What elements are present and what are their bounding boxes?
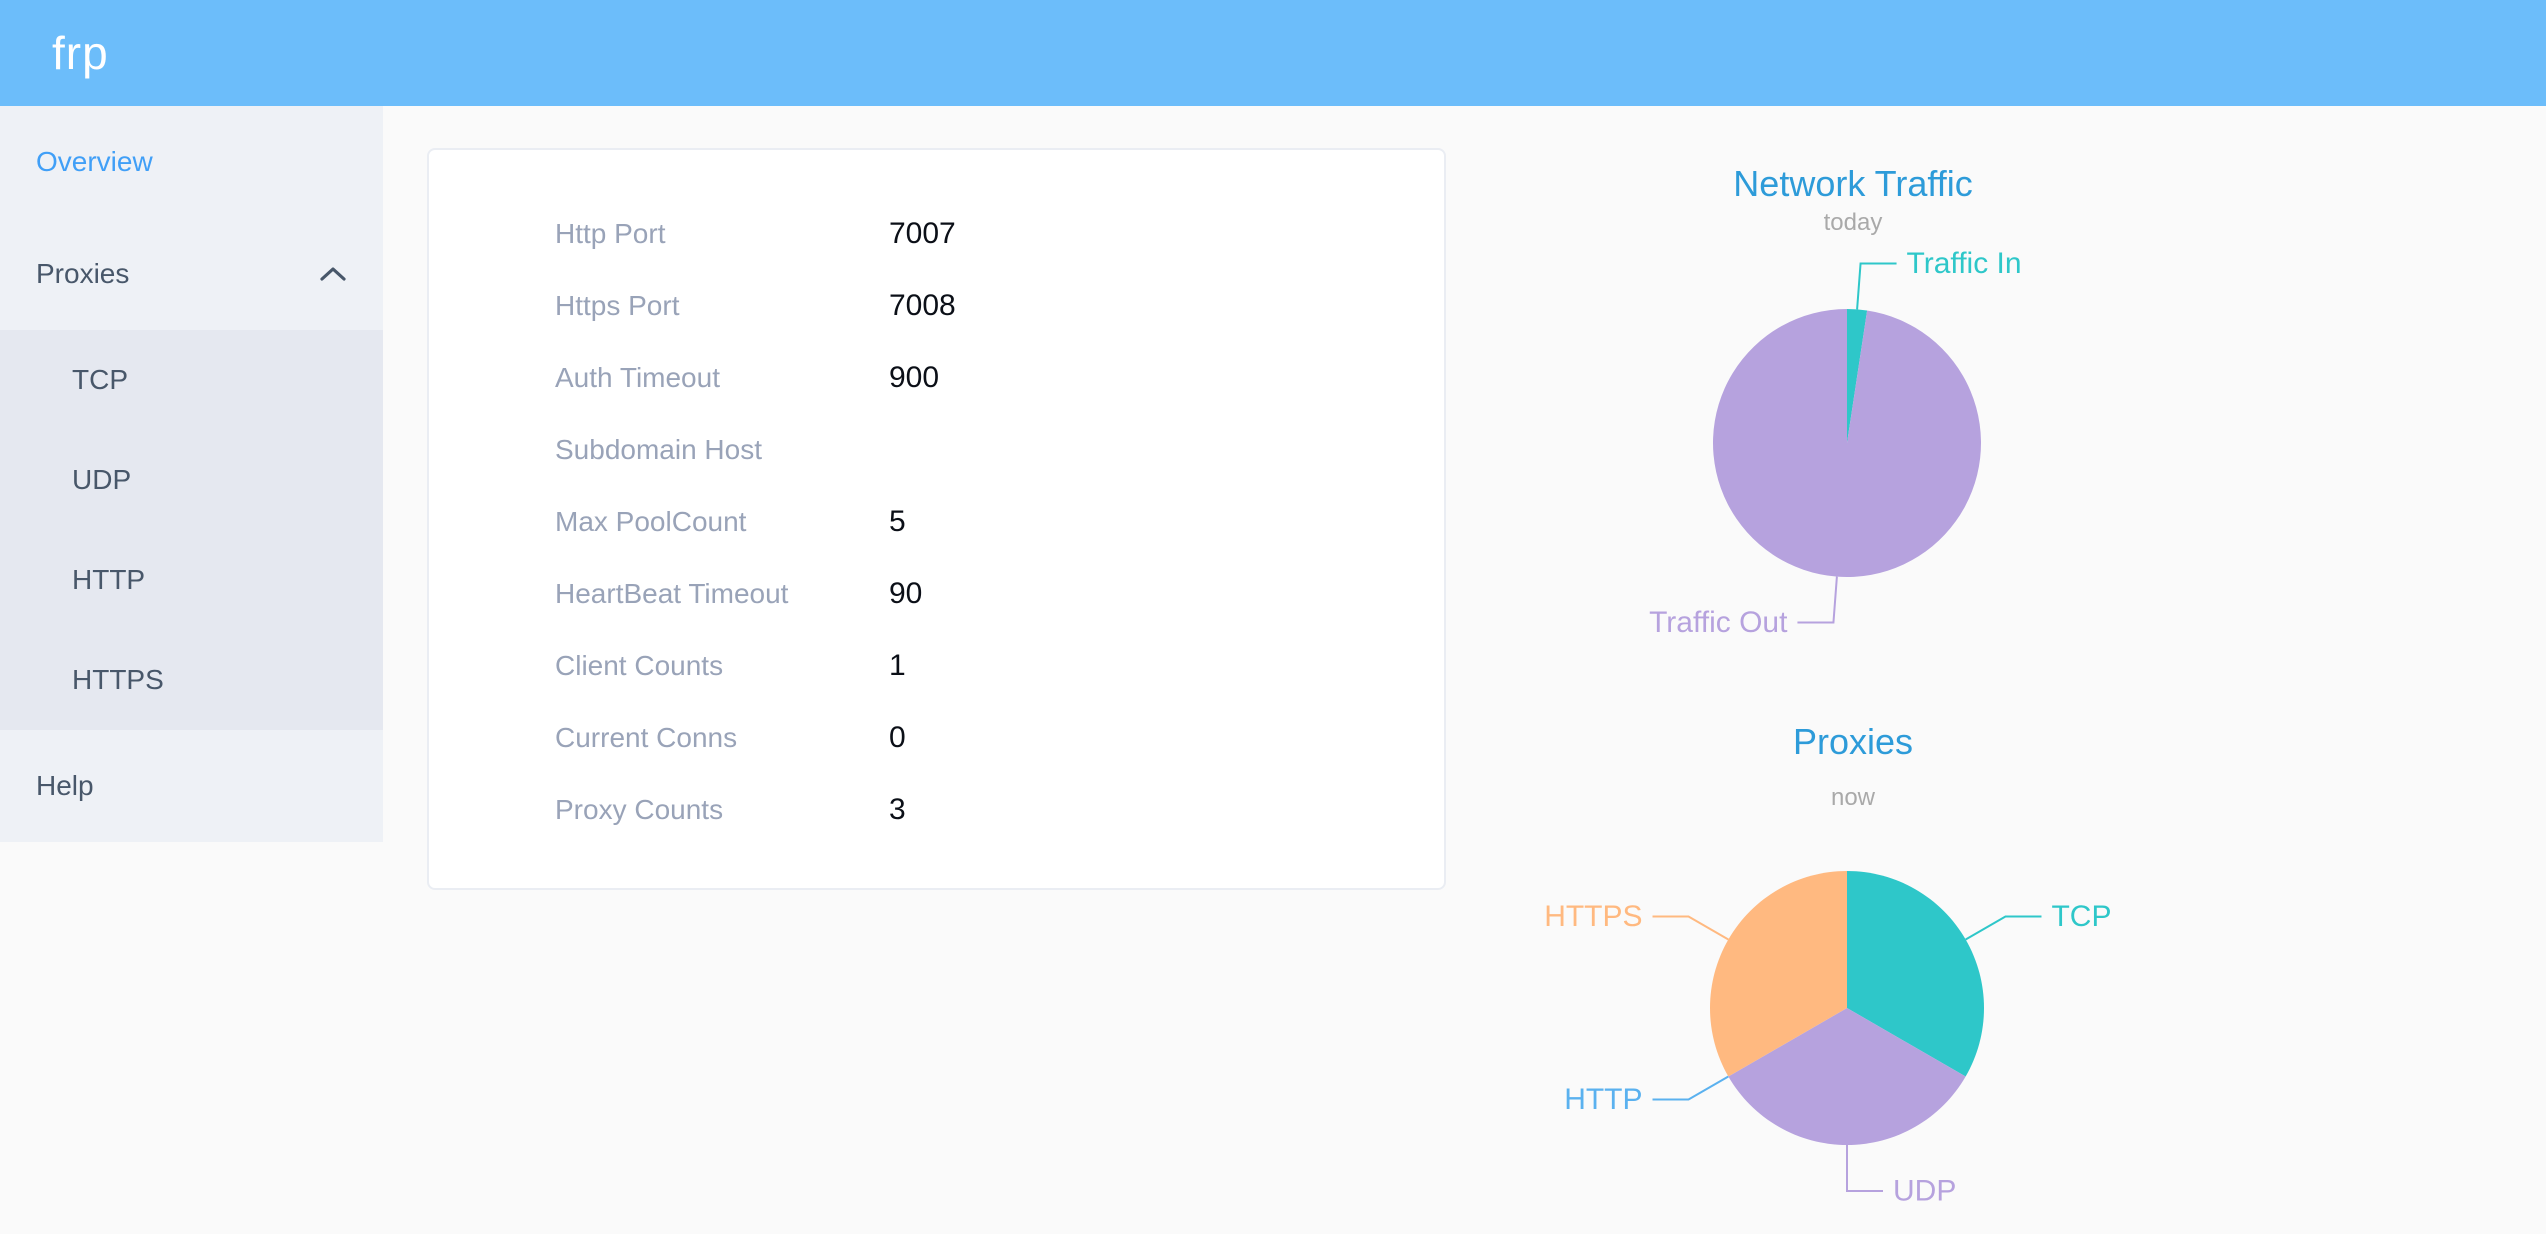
config-value: 900 <box>889 361 940 394</box>
config-label: Current Conns <box>555 722 738 753</box>
pie-slice-traffic-in[interactable] <box>1847 309 1868 443</box>
network-traffic-chart: Traffic In Traffic Out <box>1649 247 2022 639</box>
pie-label-line <box>1846 1145 1883 1192</box>
pie-slice-tcp[interactable] <box>1847 871 1984 1077</box>
config-value: 7008 <box>889 289 956 322</box>
config-row: Current Conns 0 <box>429 702 1444 774</box>
sidebar-subitem-label: UDP <box>72 464 132 495</box>
config-row: HeartBeat Timeout 90 <box>429 558 1444 630</box>
sidebar-item-label: Overview <box>36 146 153 177</box>
pie-label-traffic-out: Traffic Out <box>1649 606 1788 639</box>
pie-slice-traffic-out[interactable] <box>1713 309 1981 577</box>
chevron-up-icon <box>319 266 347 282</box>
pie-label-line <box>1797 576 1838 624</box>
header: frp <box>0 0 2546 106</box>
sidebar: Overview Proxies TCP UDP HTTP HTTPS Help <box>0 106 383 842</box>
config-value: 5 <box>889 505 906 538</box>
config-row: Http Port 7007 <box>429 198 1444 270</box>
config-label: Max PoolCount <box>555 506 747 537</box>
config-row: Client Counts 1 <box>429 630 1444 702</box>
pie-slice-https[interactable] <box>1710 871 1847 1077</box>
sidebar-item-label: Proxies <box>36 258 130 289</box>
sidebar-subitem-http[interactable]: HTTP <box>0 530 383 630</box>
config-value: 0 <box>889 721 906 754</box>
config-value: 90 <box>889 577 923 610</box>
proxies-chart: TCP UDP HTTP HTTPS <box>1544 871 2111 1208</box>
pie-label-line <box>1652 915 1729 941</box>
config-label: Http Port <box>555 218 666 249</box>
config-value: 7007 <box>889 217 956 250</box>
config-value: 1 <box>889 649 906 682</box>
pie-label-http: HTTP <box>1564 1083 1642 1116</box>
pie-label-tcp: TCP <box>2051 900 2111 933</box>
sidebar-subitem-label: HTTPS <box>72 664 164 695</box>
sidebar-subitem-tcp[interactable]: TCP <box>0 330 383 430</box>
proxies-submenu: TCP UDP HTTP HTTPS <box>0 330 383 730</box>
pie-label-https: HTTPS <box>1544 900 1642 933</box>
sidebar-subitem-label: HTTP <box>72 564 146 595</box>
config-row: Max PoolCount 5 <box>429 486 1444 558</box>
proxies-chart-subtitle: now <box>1830 784 1876 811</box>
pie-label-traffic-in: Traffic In <box>1907 247 2022 280</box>
pie-label-line <box>1965 915 2042 941</box>
network-traffic-subtitle: today <box>1823 209 1883 236</box>
config-row: Https Port 7008 <box>429 270 1444 342</box>
app-logo: frp <box>52 27 109 79</box>
network-traffic-title: Network Traffic <box>1733 163 1973 204</box>
sidebar-subitem-label: TCP <box>72 364 128 395</box>
config-label: Proxy Counts <box>555 794 724 825</box>
pie-label-udp: UDP <box>1893 1175 1956 1208</box>
pie-label-line <box>1856 262 1897 310</box>
proxies-chart-title: Proxies <box>1792 721 1914 762</box>
sidebar-item-overview[interactable]: Overview <box>0 106 383 218</box>
sidebar-item-proxies[interactable]: Proxies <box>0 218 383 330</box>
config-label: Subdomain Host <box>555 434 763 465</box>
sidebar-subitem-udp[interactable]: UDP <box>0 430 383 530</box>
config-label: Https Port <box>555 290 680 321</box>
config-row: Subdomain Host <box>429 414 1444 486</box>
config-label: Auth Timeout <box>555 362 720 393</box>
server-config-card: Http Port 7007 Https Port 7008 Auth Timeout 9… <box>427 148 1446 890</box>
sidebar-item-help[interactable]: Help <box>0 730 383 842</box>
config-label: Client Counts <box>555 650 724 681</box>
sidebar-item-label: Help <box>36 770 94 801</box>
pie-label-line <box>1652 1075 1729 1101</box>
sidebar-subitem-https[interactable]: HTTPS <box>0 630 383 730</box>
config-value: 3 <box>889 793 906 826</box>
config-label: HeartBeat Timeout <box>555 578 789 609</box>
config-row: Auth Timeout 900 <box>429 342 1444 414</box>
pie-slice-udp[interactable] <box>1728 1008 1966 1145</box>
config-row: Proxy Counts 3 <box>429 774 1444 846</box>
